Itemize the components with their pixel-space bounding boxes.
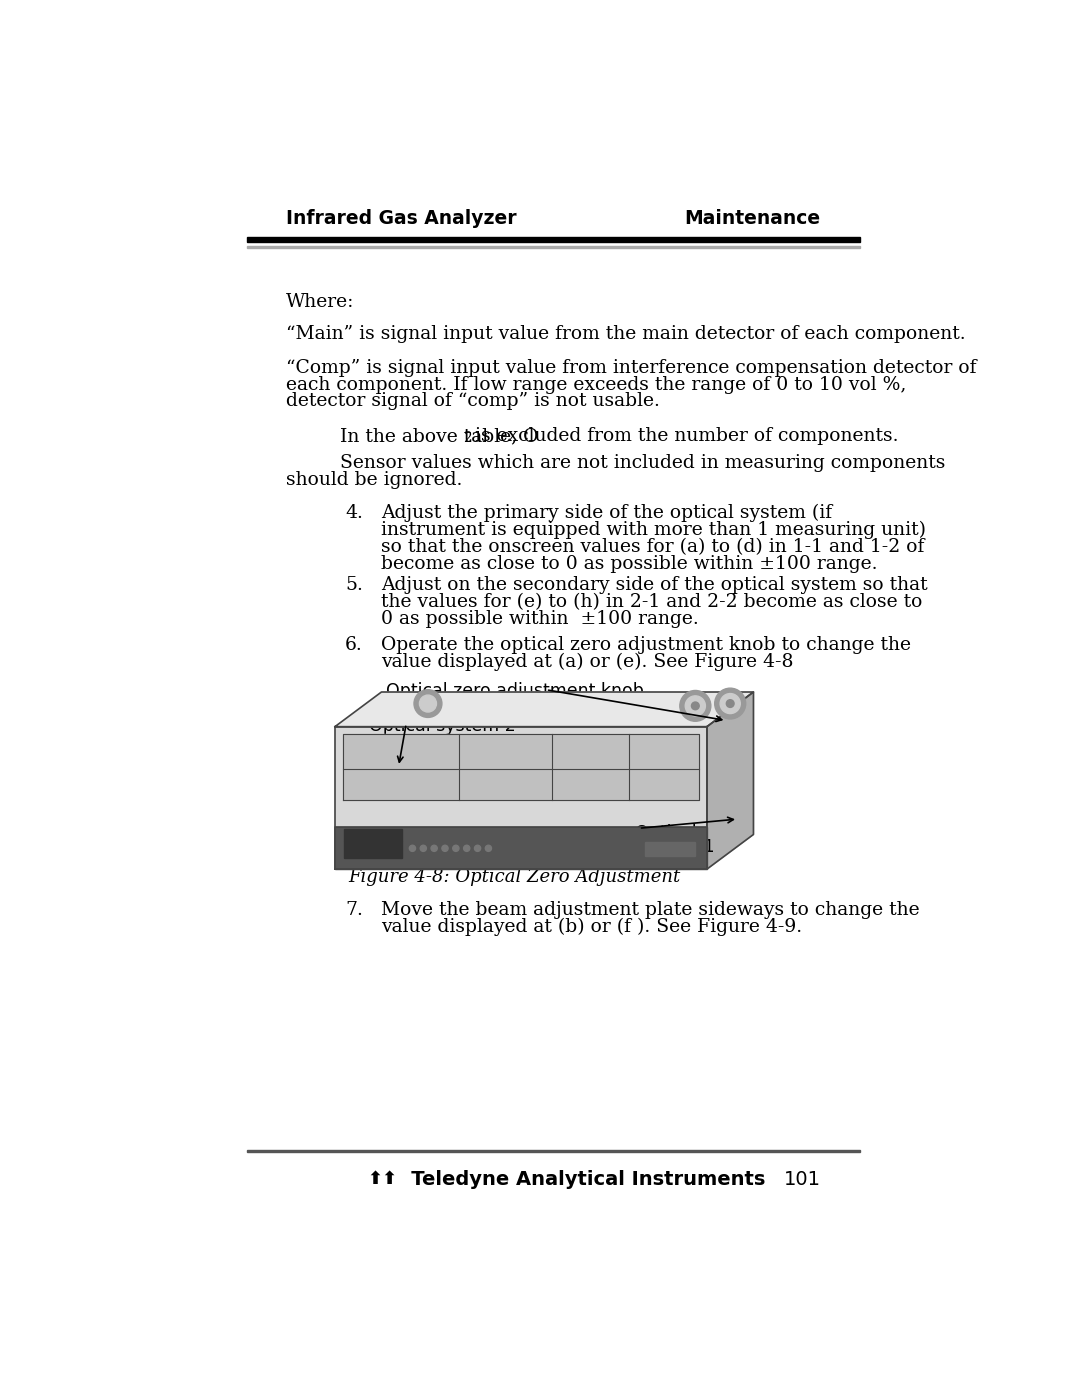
Text: Figure 4-8: Optical Zero Adjustment: Figure 4-8: Optical Zero Adjustment: [349, 869, 680, 886]
Text: the values for (e) to (h) in 2-1 and 2-2 become as close to: the values for (e) to (h) in 2-1 and 2-2…: [381, 592, 922, 610]
Circle shape: [431, 845, 437, 851]
Text: instrument is equipped with more than 1 measuring unit): instrument is equipped with more than 1 …: [381, 521, 927, 539]
Text: 6.: 6.: [346, 636, 363, 654]
Circle shape: [715, 689, 745, 719]
Text: 5.: 5.: [345, 576, 363, 594]
Text: Move the beam adjustment plate sideways to change the: Move the beam adjustment plate sideways …: [381, 901, 920, 919]
Circle shape: [419, 696, 436, 712]
Circle shape: [720, 693, 740, 714]
Circle shape: [420, 845, 427, 851]
Polygon shape: [335, 726, 707, 869]
Text: Teledyne Analytical Instruments: Teledyne Analytical Instruments: [391, 1171, 765, 1189]
Bar: [247, 237, 860, 242]
Circle shape: [685, 696, 705, 715]
Text: value displayed at (a) or (e). See Figure 4-8: value displayed at (a) or (e). See Figur…: [381, 652, 794, 671]
Text: Operate the optical zero adjustment knob to change the: Operate the optical zero adjustment knob…: [381, 636, 912, 654]
Text: so that the onscreen values for (a) to (d) in 1-1 and 1-2 of: so that the onscreen values for (a) to (…: [381, 538, 924, 556]
Text: 0 as possible within  ±100 range.: 0 as possible within ±100 range.: [381, 609, 699, 627]
Text: In the above table, O: In the above table, O: [340, 427, 539, 446]
Text: “Main” is signal input value from the main detector of each component.: “Main” is signal input value from the ma…: [286, 326, 966, 344]
Text: ⬆⬆: ⬆⬆: [367, 1171, 397, 1189]
Bar: [345, 841, 403, 858]
Text: value displayed at (b) or (f ). See Figure 4-9.: value displayed at (b) or (f ). See Figu…: [381, 918, 802, 936]
Text: system 1: system 1: [635, 838, 715, 855]
Text: Maintenance: Maintenance: [685, 208, 821, 228]
Text: 101: 101: [784, 1171, 821, 1189]
Polygon shape: [335, 827, 707, 869]
Text: is excluded from the number of components.: is excluded from the number of component…: [469, 427, 899, 446]
Text: Adjust the primary side of the optical system (if: Adjust the primary side of the optical s…: [381, 504, 833, 522]
Circle shape: [442, 845, 448, 851]
Circle shape: [679, 690, 711, 721]
Text: become as close to 0 as possible within ±100 range.: become as close to 0 as possible within …: [381, 555, 878, 573]
Text: Adjust on the secondary side of the optical system so that: Adjust on the secondary side of the opti…: [381, 576, 928, 594]
Text: Optical zero adjustment knob: Optical zero adjustment knob: [386, 682, 644, 700]
Circle shape: [474, 845, 481, 851]
Circle shape: [414, 690, 442, 718]
Circle shape: [727, 700, 734, 707]
Circle shape: [453, 845, 459, 851]
Text: 7.: 7.: [345, 901, 363, 919]
Text: 2: 2: [463, 432, 472, 446]
Polygon shape: [707, 692, 754, 869]
Circle shape: [409, 845, 416, 851]
Polygon shape: [342, 735, 699, 800]
Text: Optical system 2: Optical system 2: [369, 718, 516, 735]
Bar: [345, 828, 403, 841]
Text: “Comp” is signal input value from interference compensation detector of: “Comp” is signal input value from interf…: [286, 359, 976, 377]
Text: Infrared Gas Analyzer: Infrared Gas Analyzer: [286, 208, 516, 228]
Text: each component. If low range exceeds the range of 0 to 10 vol %,: each component. If low range exceeds the…: [286, 376, 906, 394]
Circle shape: [463, 845, 470, 851]
Polygon shape: [335, 692, 754, 726]
Circle shape: [691, 703, 699, 710]
Text: Sensor values which are not included in measuring components: Sensor values which are not included in …: [340, 454, 946, 472]
Bar: [247, 246, 860, 249]
Circle shape: [485, 845, 491, 851]
Text: Optical: Optical: [635, 824, 697, 841]
Bar: [247, 1150, 860, 1151]
Text: 4.: 4.: [345, 504, 363, 522]
Text: detector signal of “comp” is not usable.: detector signal of “comp” is not usable.: [286, 393, 660, 411]
Text: Where:: Where:: [286, 293, 354, 312]
Text: should be ignored.: should be ignored.: [286, 471, 462, 489]
Bar: [645, 842, 696, 856]
